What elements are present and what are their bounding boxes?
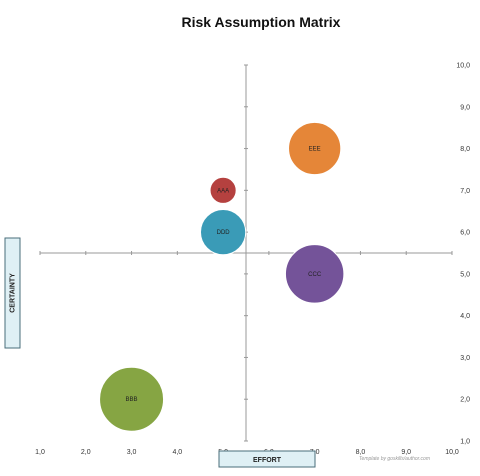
y-tick-label: 5,0: [460, 271, 470, 278]
y-tick-label: 7,0: [460, 188, 470, 195]
x-axis-label: EFFORT: [253, 457, 282, 464]
y-tick-label: 1,0: [460, 439, 470, 446]
bubble-label-bbb: BBB: [126, 397, 138, 403]
axes: [39, 64, 453, 442]
y-axis-label: CERTAINTY: [10, 273, 17, 313]
bubble-label-aaa: AAA: [217, 188, 229, 194]
bubble-bbb: [99, 366, 165, 432]
x-axis-label-box: EFFORT: [218, 450, 316, 468]
y-tick-labels: 1,0 2,0 3,0 4,0 5,0 6,0 7,0 8,0 9,0 10,0: [456, 63, 470, 446]
x-tick-label: 4,0: [172, 449, 182, 456]
bubble-aaa: [209, 176, 237, 204]
x-tick-label: 1,0: [35, 449, 45, 456]
y-tick-label: 8,0: [460, 146, 470, 153]
y-tick-label: 10,0: [456, 63, 470, 70]
y-tick-label: 6,0: [460, 230, 470, 237]
x-tick-label: 2,0: [81, 449, 91, 456]
bubble-ccc: [284, 244, 345, 304]
bubble-label-ddd: DDD: [217, 230, 231, 236]
y-axis-label-box: CERTAINTY: [4, 237, 21, 349]
x-tick-label: 8,0: [356, 449, 366, 456]
x-tick-label: 3,0: [127, 449, 137, 456]
bubble-label-ccc: CCC: [308, 272, 322, 278]
y-tick-label: 9,0: [460, 104, 470, 111]
template-credit: Template by goskills/author.com: [359, 456, 430, 462]
x-tick-label: 9,0: [401, 449, 411, 456]
chart-title: Risk Assumption Matrix: [182, 14, 341, 30]
bubbles: AAA BBB CCC DDD EEE: [99, 121, 345, 432]
bubble-ddd: [199, 208, 247, 256]
bubble-label-eee: EEE: [309, 147, 321, 153]
bubble-eee: [288, 121, 342, 176]
x-tick-label: 10,0: [445, 449, 459, 456]
y-tick-label: 4,0: [460, 313, 470, 320]
y-tick-label: 2,0: [460, 397, 470, 404]
y-tick-label: 3,0: [460, 355, 470, 362]
